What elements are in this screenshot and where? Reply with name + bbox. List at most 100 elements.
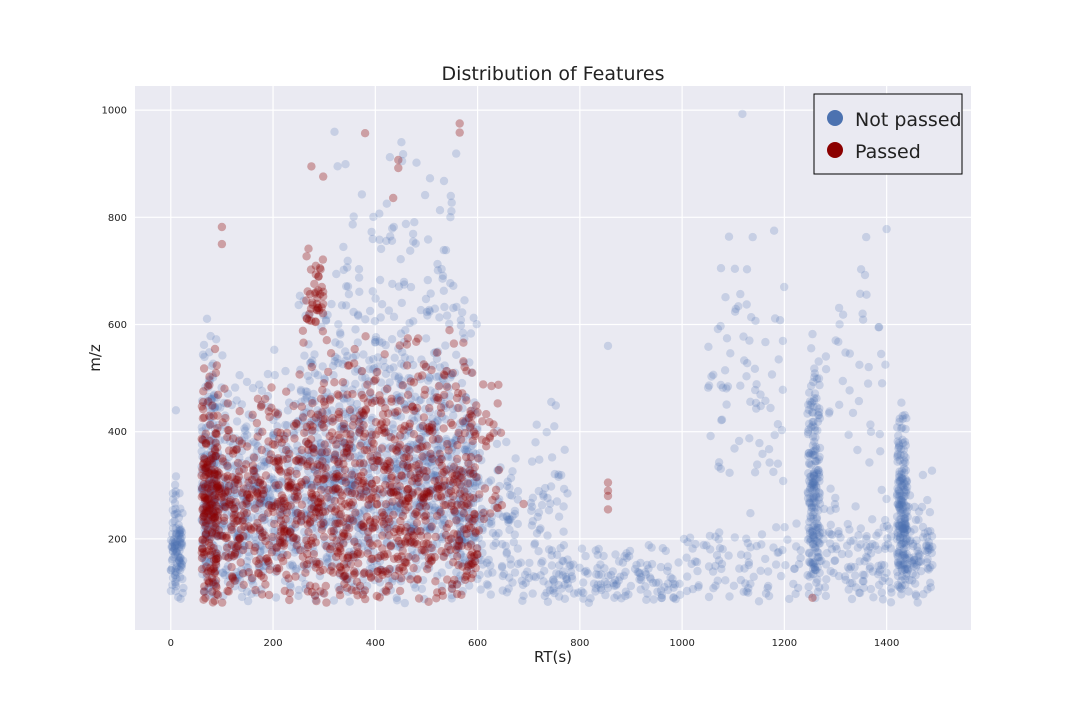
data-point [345,361,354,370]
data-point [365,443,374,452]
data-point [704,592,714,602]
data-point [530,539,540,548]
data-point [453,499,462,509]
data-point [352,491,362,500]
data-point [397,380,406,390]
data-point [316,394,326,403]
data-point [359,394,368,403]
data-point [922,540,931,550]
data-point [446,545,455,555]
data-point [307,362,316,372]
data-point [222,476,231,485]
data-point [204,499,213,509]
data-point [362,487,371,496]
data-point [268,534,277,544]
data-point [299,408,309,418]
data-point [726,349,735,358]
data-point [213,448,223,457]
data-point [279,506,288,515]
data-point [465,514,475,524]
data-point [393,459,402,469]
data-point [525,558,534,568]
data-point [255,428,264,437]
data-point [347,489,357,498]
data-point [261,497,270,507]
data-point [450,508,460,517]
data-point [315,457,324,466]
data-point [581,551,590,561]
data-point [400,400,409,409]
data-point [304,527,313,537]
data-point [211,524,221,533]
data-point [720,366,730,375]
data-point [231,468,240,477]
data-point [344,551,353,560]
data-point [348,498,358,507]
data-point [321,458,330,467]
data-point [792,542,801,551]
data-point [470,481,480,491]
data-point [440,399,450,408]
data-point [201,382,210,392]
data-point [774,355,783,364]
data-point [175,489,184,498]
data-point [537,500,547,510]
data-point [447,591,456,600]
data-point [209,497,218,506]
data-point [440,392,449,401]
data-point [224,587,233,596]
data-point [240,525,250,535]
data-point [219,516,229,526]
data-point [333,162,342,171]
data-point [265,496,274,505]
data-point [251,484,260,493]
data-point [170,545,179,554]
data-point [774,547,783,557]
data-point [176,543,185,552]
data-point [235,501,244,510]
data-point [324,367,333,377]
data-point [895,470,904,479]
data-point [826,567,835,576]
data-point [400,527,410,536]
data-point [866,427,876,436]
data-point [472,320,481,329]
data-point [231,548,240,557]
data-point [241,484,251,493]
data-point [259,498,269,508]
data-point [764,591,774,601]
data-point [439,551,448,561]
data-point [421,428,430,438]
data-point [206,557,215,567]
data-point [497,561,507,571]
data-point [377,300,387,309]
data-point [354,559,363,568]
data-point [466,452,476,462]
data-point [209,579,218,589]
data-point [291,572,300,581]
data-point [754,597,764,606]
data-point [433,588,442,597]
data-point [385,565,395,574]
data-point [261,394,270,404]
data-point [444,383,453,393]
data-point [307,395,316,405]
data-point [338,389,348,399]
data-point [323,445,332,454]
data-point [851,583,861,592]
data-point [502,588,512,597]
data-point [404,426,413,435]
data-point [290,548,299,557]
data-point [175,528,185,537]
data-point [400,499,410,508]
data-point [260,457,269,467]
data-point [292,469,301,479]
data-point [220,570,229,580]
data-point [448,439,458,448]
data-point [382,474,391,483]
data-point [397,138,406,147]
data-point [297,456,306,465]
data-point [434,435,444,444]
data-point [364,536,373,545]
data-point [203,497,213,506]
